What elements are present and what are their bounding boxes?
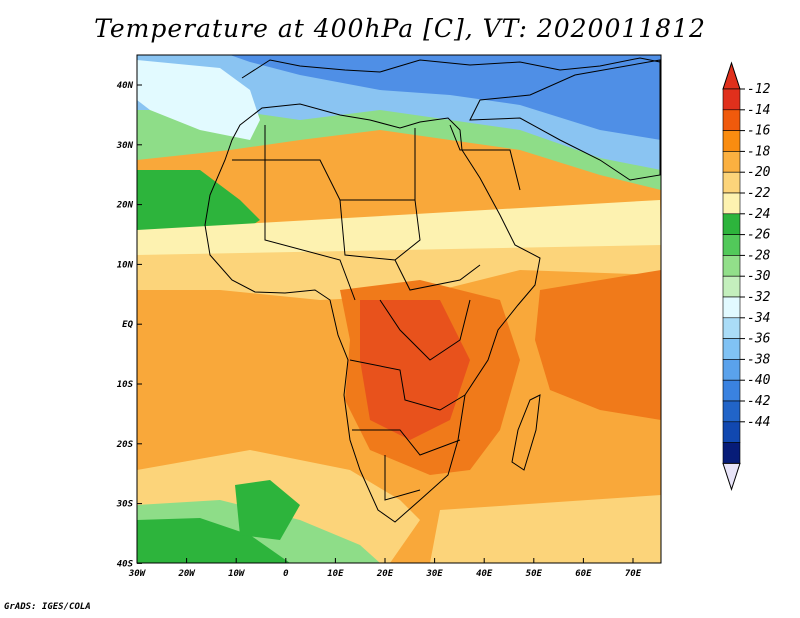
country-boundaries <box>204 57 661 523</box>
lon-label: 10W <box>228 569 246 579</box>
colorbar-label: -40 <box>747 373 771 388</box>
east-dark-orange <box>535 270 661 420</box>
credit-label: GrADS: IGES/COLA <box>4 602 91 612</box>
colorbar-swatch <box>722 421 741 443</box>
colorbar-swatch <box>722 379 741 402</box>
north-blue-band <box>230 55 661 140</box>
colorbar-label: -32 <box>747 290 771 305</box>
south-green <box>137 518 290 563</box>
africa-coastline <box>204 103 541 523</box>
border-9 <box>449 124 521 191</box>
border-5 <box>379 299 471 361</box>
border-3 <box>339 199 481 291</box>
longitude-labels: 30W 20W 10W 0 10E 20E 30E 40E 50E 60E 70E <box>128 558 642 579</box>
colorbar-swatch <box>722 88 741 111</box>
madagascar-coastline <box>511 394 541 471</box>
colorbar-swatch <box>722 192 741 215</box>
lon-label: 20W <box>177 569 196 579</box>
border-7 <box>352 429 461 456</box>
lat-label: 30N <box>116 141 134 151</box>
colorbar-label: -26 <box>747 228 771 243</box>
colorbar-swatch <box>722 213 741 235</box>
colorbar-label: -14 <box>747 103 770 118</box>
map-title: Temperature at 400hPa [C], VT: 202001181… <box>94 14 706 43</box>
colorbar-swatch <box>722 442 741 464</box>
colorbar-top-arrow <box>722 61 741 90</box>
europe-coastline <box>241 57 661 79</box>
lat-label: EQ <box>122 320 133 330</box>
colorbar-label: -38 <box>747 352 771 367</box>
latitude-labels: 40N 30N 20N 10N EQ 10S 20S 30S 40S <box>116 81 142 569</box>
colorbar-swatch <box>722 275 741 298</box>
light-orange-band <box>137 245 661 300</box>
colorbar-swatch <box>722 109 741 131</box>
colorbar-label: -34 <box>747 311 770 326</box>
lat-label: 40S <box>117 559 134 569</box>
southeast-light-orange <box>430 495 661 563</box>
colorbar-label: -20 <box>747 165 771 180</box>
colorbar-swatch <box>722 234 741 256</box>
lon-label: 30W <box>128 569 147 579</box>
lon-label: 20E <box>376 569 394 579</box>
colorbar: -12 -14 -16 -18 -20 -22 -24 -26 -28 -30 -32 -34 -36 -… <box>722 61 771 492</box>
border-8 <box>384 455 421 501</box>
lon-label: 60E <box>575 569 592 579</box>
border-4 <box>394 199 421 261</box>
colorbar-swatch <box>722 296 741 319</box>
lon-label: 10E <box>327 569 344 579</box>
central-red <box>360 300 470 440</box>
map-frame <box>136 54 662 564</box>
lon-label: 40E <box>476 569 493 579</box>
colorbar-label: -36 <box>747 332 771 347</box>
colorbar-label: -30 <box>747 269 771 284</box>
colorbar-swatch <box>722 400 741 423</box>
colorbar-label: -24 <box>747 207 770 222</box>
south-green-patch <box>235 480 300 540</box>
colorbar-label: -22 <box>747 186 771 201</box>
lon-label: 0 <box>283 569 289 579</box>
colorbar-swatch <box>722 151 741 173</box>
arabia-coastline <box>469 59 661 181</box>
colorbar-label: -16 <box>747 124 771 139</box>
colorbar-swatch <box>722 255 741 277</box>
temperature-field <box>137 55 661 563</box>
lon-label: 70E <box>625 569 642 579</box>
lat-label: 20N <box>116 201 134 211</box>
border-6 <box>349 359 466 411</box>
pale-west-band <box>137 60 260 140</box>
colorbar-label: -42 <box>747 394 771 409</box>
border-2 <box>264 125 356 301</box>
colorbar-label: -44 <box>747 415 770 430</box>
colorbar-swatch <box>722 338 741 360</box>
colorbar-swatch <box>722 317 741 339</box>
colorbar-swatch <box>722 359 741 381</box>
lat-label: 40N <box>117 81 134 91</box>
lat-label: 30S <box>116 500 134 510</box>
colorbar-bottom-arrow <box>722 462 741 492</box>
lat-label: 20S <box>116 440 134 450</box>
colorbar-swatch <box>722 171 741 194</box>
lat-label: 10N <box>117 260 134 270</box>
colorbar-label: -28 <box>747 248 771 263</box>
lat-label: 10S <box>117 380 134 390</box>
lon-label: 50E <box>526 569 543 579</box>
colorbar-label: -12 <box>747 82 771 97</box>
lon-label: 30E <box>425 569 443 579</box>
colorbar-swatch <box>722 130 741 152</box>
colorbar-label: -18 <box>747 144 771 159</box>
